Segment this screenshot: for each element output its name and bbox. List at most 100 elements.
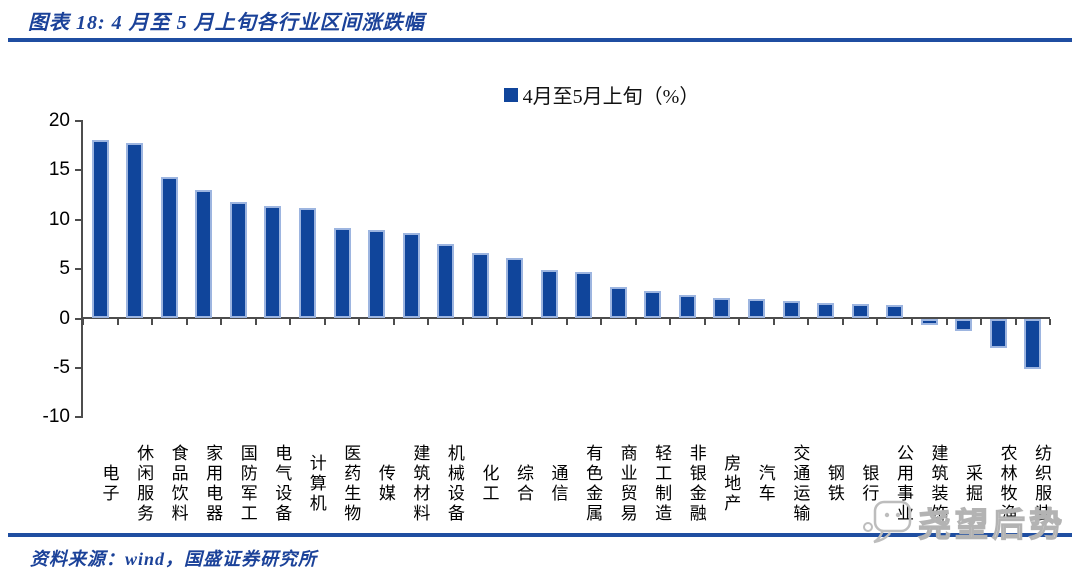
y-axis-label: -10 <box>42 406 70 428</box>
x-axis-tick <box>980 318 983 325</box>
x-axis-label: 计算机 <box>306 454 326 514</box>
y-axis-label: 20 <box>48 110 70 132</box>
bar <box>299 207 316 319</box>
x-axis-label: 汽车 <box>755 464 775 504</box>
x-axis-label: 轻工制造 <box>652 444 672 524</box>
bar <box>955 318 973 332</box>
bottom-divider <box>8 533 1072 537</box>
x-axis-tick <box>254 318 257 325</box>
x-axis-label: 农林牧渔 <box>997 444 1017 524</box>
bar <box>471 253 489 319</box>
bar <box>229 202 247 319</box>
bar <box>264 205 282 319</box>
bar <box>644 290 662 319</box>
x-axis-tick <box>358 318 361 325</box>
x-axis-tick <box>220 318 223 325</box>
x-axis-tick <box>669 318 672 325</box>
bar <box>920 318 938 326</box>
chat-bubble-smiley-icon <box>863 500 912 544</box>
bar <box>368 229 386 319</box>
source-note: 资料来源：wind，国盛证券研究所 <box>30 549 318 569</box>
x-axis-label: 国防军工 <box>237 444 257 524</box>
x-axis-tick <box>876 318 879 325</box>
x-axis-tick <box>703 318 706 325</box>
y-axis-label: 15 <box>48 159 70 181</box>
bar <box>609 286 627 319</box>
figure-title: 图表 18: 4 月至 5 月上旬各行业区间涨跌幅 <box>28 12 425 34</box>
x-axis-tick <box>910 318 913 325</box>
x-axis-label: 机械设备 <box>444 444 464 524</box>
y-axis-tick <box>75 416 83 419</box>
watermark-text: 尧望后势 <box>917 507 1066 544</box>
x-axis-tick <box>738 318 741 325</box>
x-axis-tick <box>600 318 603 325</box>
x-axis-tick <box>289 318 292 325</box>
y-axis-label: -5 <box>53 356 70 378</box>
x-axis-label: 采掘 <box>963 464 983 504</box>
x-axis-label: 家用电器 <box>203 444 223 524</box>
x-axis-tick <box>185 318 188 325</box>
y-axis-label: 0 <box>59 307 70 329</box>
legend-swatch <box>503 87 518 102</box>
x-axis-tick <box>634 318 637 325</box>
x-axis-label: 钢铁 <box>824 464 844 504</box>
x-axis-tick <box>841 318 844 325</box>
x-axis-tick <box>82 318 84 325</box>
y-axis-tick <box>75 366 83 369</box>
y-axis-label: 5 <box>59 258 70 280</box>
bar <box>437 244 455 319</box>
bar <box>782 300 800 319</box>
bar <box>713 297 731 319</box>
x-axis-label: 商业贸易 <box>617 444 637 524</box>
x-axis-tick <box>427 318 430 325</box>
x-axis-label: 传媒 <box>375 464 395 504</box>
x-axis-label: 建筑材料 <box>410 444 430 524</box>
x-axis-label: 有色金属 <box>583 444 603 524</box>
x-axis-tick <box>496 318 499 325</box>
bar <box>886 304 904 319</box>
x-axis-tick <box>392 318 395 325</box>
x-axis-label: 非银金融 <box>686 444 706 524</box>
x-axis-tick <box>151 318 154 325</box>
x-axis-label: 交通运输 <box>790 444 810 524</box>
bar <box>1024 318 1042 369</box>
bar <box>126 142 144 319</box>
x-axis-tick <box>807 318 810 325</box>
x-axis-tick <box>772 318 775 325</box>
bar <box>402 232 420 319</box>
y-axis-tick <box>75 317 83 320</box>
y-axis-tick <box>75 218 83 221</box>
x-axis <box>81 317 1050 319</box>
x-axis-tick <box>323 318 326 325</box>
x-axis-label: 电气设备 <box>272 444 292 524</box>
bar <box>506 258 524 319</box>
bar <box>678 294 696 319</box>
x-axis-label: 纺织服装 <box>1032 444 1052 524</box>
bar <box>989 318 1007 349</box>
x-axis-tick <box>565 318 568 325</box>
top-divider <box>8 38 1072 42</box>
bar <box>195 190 213 319</box>
x-axis-tick <box>1014 318 1017 325</box>
chart-legend: 4月至5月上旬（%） <box>83 80 1050 109</box>
y-axis-label: 10 <box>48 208 70 230</box>
x-axis-label: 食品饮料 <box>168 444 188 524</box>
x-axis-label: 通信 <box>548 464 568 504</box>
x-axis-label: 银行 <box>859 464 879 504</box>
bar <box>748 298 766 319</box>
bar <box>817 302 835 319</box>
x-axis-label: 建筑装饰 <box>928 444 948 524</box>
x-axis-label: 医药生物 <box>341 444 361 524</box>
bar <box>333 227 351 319</box>
x-axis-tick <box>1049 318 1052 325</box>
x-axis-tick <box>461 318 464 325</box>
x-axis-label: 房地产 <box>721 454 741 514</box>
y-axis-tick <box>75 268 83 271</box>
bar <box>91 139 109 319</box>
y-axis-tick <box>75 120 83 123</box>
watermark: 尧望后势 <box>862 498 1066 546</box>
x-axis-label: 化工 <box>479 464 499 504</box>
bar <box>540 270 558 319</box>
